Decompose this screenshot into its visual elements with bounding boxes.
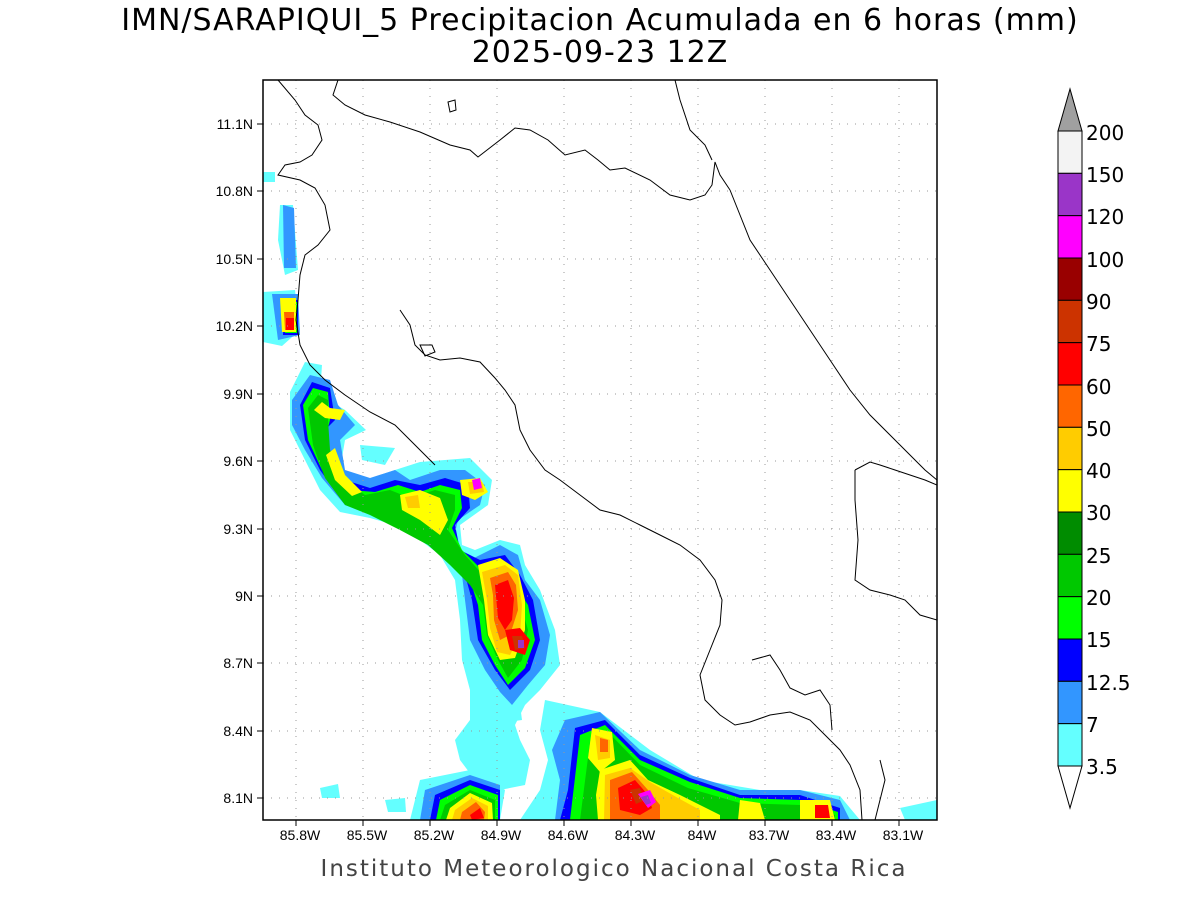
lon-tick-label: 85.8W (280, 827, 321, 843)
lat-tick-label: 8.1N (223, 790, 253, 806)
colorbar-label: 60 (1086, 375, 1112, 399)
colorbar-swatch (1057, 469, 1083, 513)
lat-tick-label: 9.6N (223, 453, 253, 469)
colorbar-label: 30 (1086, 501, 1112, 525)
lat-tick-label: 8.7N (223, 655, 253, 671)
lon-tick-label: 83.1W (883, 827, 924, 843)
colorbar-label: 50 (1086, 417, 1112, 441)
coastlines (277, 80, 937, 820)
lat-tick-label: 10.5N (216, 251, 253, 267)
colorbar-label: 200 (1086, 121, 1125, 145)
lon-tick-label: 85.5W (347, 827, 388, 843)
colorbar-label: 12.5 (1086, 671, 1131, 695)
colorbar-swatch (1057, 596, 1083, 640)
colorbar-swatch (1057, 130, 1083, 174)
lat-tick-label: 10.8N (216, 183, 253, 199)
colorbar-swatch (1057, 553, 1083, 598)
colorbar-label: 3.5 (1086, 755, 1118, 779)
colorbar-label: 150 (1086, 163, 1125, 187)
colorbar (1057, 87, 1083, 810)
colorbar-label: 20 (1086, 586, 1112, 610)
lon-tick-label: 84.6W (548, 827, 589, 843)
colorbar-label: 15 (1086, 628, 1112, 652)
colorbar-swatch (1057, 723, 1083, 767)
lon-tick-label: 85.2W (414, 827, 455, 843)
lat-tick-label: 9.3N (223, 521, 253, 537)
colorbar-swatch (1057, 172, 1083, 217)
chart-title: IMN/SARAPIQUI_5 Precipitacion Acumulada … (121, 3, 1079, 38)
grid-lines (263, 80, 937, 820)
lon-tick-label: 84W (688, 827, 718, 843)
colorbar-label: 7 (1086, 713, 1099, 737)
lat-tick-label: 9N (235, 588, 253, 604)
colorbar-swatch (1057, 215, 1083, 259)
colorbar-label: 75 (1086, 332, 1112, 356)
colorbar-swatch (1057, 299, 1083, 344)
tick-marks (257, 123, 900, 826)
colorbar-bottom-arrow (1057, 765, 1083, 810)
colorbar-swatch (1057, 638, 1083, 682)
colorbar-top-arrow (1057, 87, 1083, 132)
precipitation-field (263, 172, 937, 820)
chart-subtitle: 2025-09-23 12Z (471, 35, 729, 70)
colorbar-label: 25 (1086, 544, 1112, 568)
colorbar-swatch (1057, 426, 1083, 471)
colorbar-label: 120 (1086, 205, 1125, 229)
colorbar-label: 40 (1086, 459, 1112, 483)
lat-tick-label: 10.2N (216, 318, 253, 334)
colorbar-swatch (1057, 384, 1083, 428)
lat-tick-label: 8.4N (223, 723, 253, 739)
colorbar-swatch (1057, 511, 1083, 555)
colorbar-label: 90 (1086, 290, 1112, 314)
footer-credit: Instituto Meteorologico Nacional Costa R… (320, 856, 908, 882)
lon-tick-label: 84.3W (615, 827, 656, 843)
map-frame (262, 79, 938, 821)
lon-tick-label: 83.7W (749, 827, 790, 843)
colorbar-swatch (1057, 342, 1083, 386)
colorbar-swatch (1057, 257, 1083, 301)
lon-tick-label: 84.9W (481, 827, 522, 843)
lon-tick-label: 83.4W (816, 827, 857, 843)
colorbar-label: 100 (1086, 248, 1125, 272)
colorbar-swatch (1057, 680, 1083, 725)
lat-tick-label: 9.9N (223, 386, 253, 402)
lat-tick-label: 11.1N (217, 116, 253, 132)
